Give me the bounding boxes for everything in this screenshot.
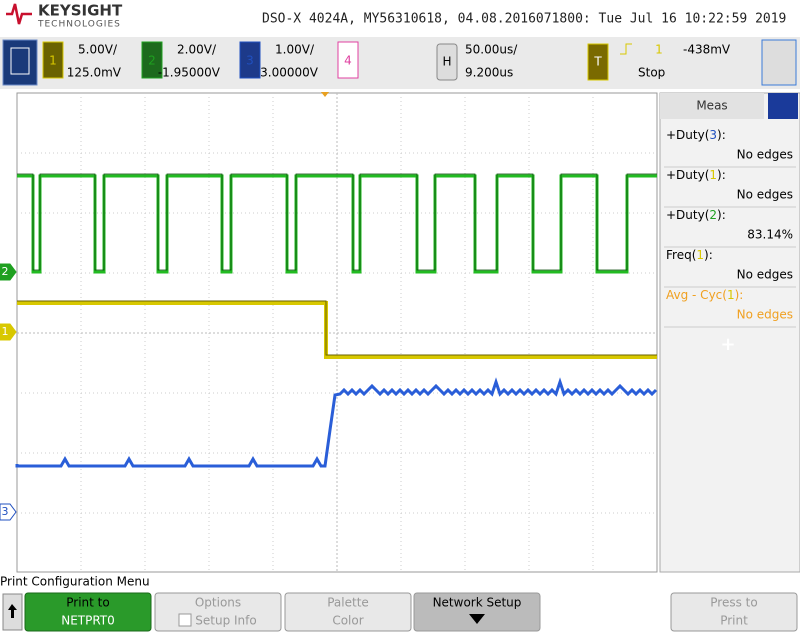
horizontal-scale: 50.00us/: [465, 43, 518, 57]
channel-key[interactable]: [337, 41, 359, 79]
meas-tab[interactable]: [660, 93, 764, 119]
softkey[interactable]: [413, 592, 541, 632]
meas-channel: 1: [709, 168, 717, 182]
meas-panel: [659, 92, 800, 573]
ground-marker: [0, 323, 17, 341]
channel-key[interactable]: [141, 41, 163, 79]
meas-label: +Duty(1):: [666, 168, 726, 182]
ground-marker: [0, 503, 17, 521]
touch-button[interactable]: [761, 39, 797, 86]
softkey-label: Print to: [66, 596, 109, 610]
softkey-label: Network Setup: [433, 596, 522, 610]
meas-title: Meas: [696, 99, 727, 113]
softkey-value: Color: [332, 614, 363, 628]
meas-label-prefix: +Duty(: [666, 168, 709, 182]
channel-key[interactable]: [42, 41, 64, 79]
brand-sub: TECHNOLOGIES: [37, 20, 121, 30]
softkey-checkbox: [178, 613, 192, 627]
trigger-pos-marker: [321, 92, 329, 97]
trigger-level: -438mV: [683, 43, 731, 57]
meas-value: No edges: [737, 188, 793, 202]
meas-add[interactable]: +: [720, 334, 735, 355]
trigger-key[interactable]: [587, 43, 609, 81]
channel-offset: 125.0mV: [67, 66, 122, 80]
trigger-state: Stop: [638, 66, 665, 80]
ground-marker-label: 3: [2, 505, 9, 518]
channel-key[interactable]: [239, 41, 261, 79]
softkey[interactable]: [284, 592, 412, 632]
channel-scale: 5.00V/: [78, 43, 118, 57]
back-arrow: [8, 604, 17, 618]
channel-number: 2: [148, 54, 156, 68]
meas-label-prefix: Freq(: [666, 248, 696, 262]
menu-title: Print Configuration Menu: [0, 575, 150, 589]
channel-number: 3: [246, 54, 254, 68]
brand-name: KEYSIGHT: [38, 2, 123, 20]
softkey-value: Print: [720, 614, 748, 628]
trigger-edge-icon: [620, 43, 632, 55]
horizontal-key[interactable]: [436, 43, 458, 81]
ground-marker: [0, 263, 17, 281]
meas-channel: 2: [709, 208, 717, 222]
grid: [17, 93, 657, 572]
meas-label: Avg - Cyc(1):: [666, 288, 743, 302]
horizontal-label: H: [442, 55, 451, 69]
softkey-label: Palette: [327, 596, 369, 610]
channel-number: 1: [49, 54, 57, 68]
softkey-label: Options: [195, 596, 241, 610]
channel-offset: -1.95000V: [158, 66, 221, 80]
logo-icon: [6, 3, 32, 25]
trigger-source: 1: [655, 43, 663, 57]
meas-label-prefix: +Duty(: [666, 208, 709, 222]
meas-channel: 1: [696, 248, 704, 262]
ground-marker-label: 2: [2, 265, 9, 278]
header-info: DSO-X 4024A, MY56310618, 04.08.201607180…: [262, 12, 786, 27]
meas-value: No edges: [737, 268, 793, 282]
channel-scale: 2.00V/: [177, 43, 217, 57]
meas-label-prefix: +Duty(: [666, 128, 709, 142]
meas-tab-2[interactable]: [768, 93, 798, 119]
meas-channel: 3: [709, 128, 717, 142]
horizontal-delay: 9.200us: [465, 66, 513, 80]
channel-number: 4: [344, 54, 352, 68]
ch2-trace-edge: [17, 173, 657, 271]
channel-offset: 3.00000V: [260, 66, 319, 80]
meas-label-suffix: ):: [717, 208, 726, 222]
meas-label: +Duty(3):: [666, 128, 726, 142]
softkey-arrow: [469, 614, 485, 624]
softkey-value: Setup Info: [195, 614, 256, 628]
channel-scale: 1.00V/: [275, 43, 315, 57]
meas-channel: 1: [727, 288, 735, 302]
ch1-trace-edge: [17, 300, 657, 356]
menu-icon: [10, 47, 30, 75]
meas-label: Freq(1):: [666, 248, 713, 262]
meas-label-prefix: Avg - Cyc(: [666, 288, 727, 302]
menu-button[interactable]: [2, 39, 38, 86]
meas-label-suffix: ):: [735, 288, 744, 302]
softkey-value: NETPRT0: [61, 614, 115, 628]
softkey-label: Press to: [710, 596, 757, 610]
ch3-trace: [15, 377, 658, 468]
meas-value: No edges: [737, 148, 793, 162]
traces: [15, 173, 658, 468]
meas-label: +Duty(2):: [666, 208, 726, 222]
meas-value: No edges: [737, 308, 793, 322]
meas-label-suffix: ):: [717, 128, 726, 142]
trigger-label: T: [593, 55, 602, 69]
softkey[interactable]: [670, 592, 798, 632]
meas-value: 83.14%: [747, 228, 793, 242]
meas-label-suffix: ):: [704, 248, 713, 262]
softkey[interactable]: [24, 592, 152, 632]
channel-bar: [0, 37, 800, 89]
meas-label-suffix: ):: [717, 168, 726, 182]
ground-marker-label: 1: [2, 325, 9, 338]
ch2-trace: [17, 174, 657, 274]
